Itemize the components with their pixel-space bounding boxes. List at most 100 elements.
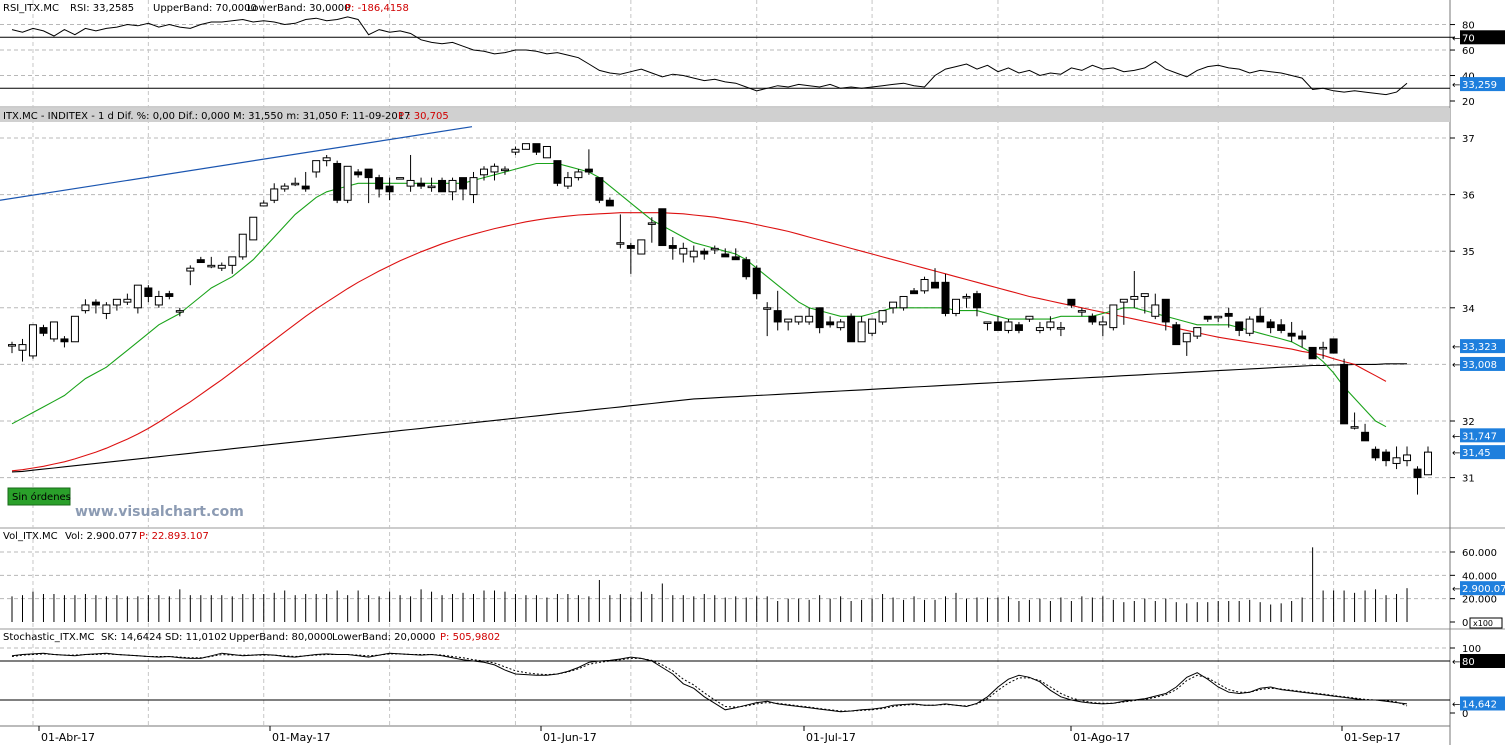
stochastic-panel[interactable]: Stochastic_ITX.MC SK: 14,6424 SD: 11,010…	[0, 632, 1450, 713]
candle-bull	[186, 267, 195, 272]
price-panel[interactable]: Sin órdenes www.visualchart.com	[0, 126, 1432, 520]
volume-header-p: P: 22.893.107	[139, 531, 209, 542]
candle-bear	[385, 185, 394, 193]
candle-bull	[1004, 321, 1013, 331]
candle-bear	[700, 250, 709, 255]
stochastic-lines-layer	[0, 652, 1450, 713]
candle-bull	[396, 177, 405, 180]
candle-bull	[1182, 332, 1191, 343]
candle-bull	[1119, 298, 1128, 303]
candle-bull	[406, 179, 415, 187]
candle-bear	[1340, 363, 1349, 425]
candle-bull	[1245, 318, 1254, 334]
candle-bear	[1224, 312, 1233, 317]
price-header: ITX.MC - INDITEX - 1 d Dif. %: 0,00 Dif.…	[3, 111, 410, 122]
candle-bear	[144, 287, 153, 297]
candle-bear	[1067, 298, 1076, 306]
candle-bull	[480, 168, 488, 176]
candle-bull	[920, 279, 929, 292]
candle-bull	[312, 160, 321, 173]
candle-bull	[1392, 457, 1401, 464]
rsi-axis-label: 20	[1462, 97, 1475, 108]
candle-bear	[595, 177, 604, 201]
candle-bear	[815, 307, 824, 329]
ma-red-arrow: ←	[1452, 342, 1460, 353]
candle-bear	[60, 338, 69, 343]
candle-bull	[889, 301, 898, 309]
candle-bear	[1203, 315, 1212, 320]
rsi-header-upper: UpperBand: 70,0000	[153, 3, 257, 14]
candle-bear	[605, 199, 614, 207]
stoch-current-value: 14,642	[1462, 699, 1497, 710]
rsi-panel[interactable]: RSI_ITX.MC RSI: 33,2585 UpperBand: 70,00…	[0, 3, 1450, 96]
candle-bear	[354, 171, 363, 176]
candle-bull	[616, 242, 625, 245]
candle-bull	[207, 264, 216, 268]
volume-axis-label: 0	[1462, 618, 1468, 629]
candle-bull	[1350, 426, 1359, 429]
candle-bull	[1319, 346, 1328, 350]
watermark: www.visualchart.com	[75, 504, 244, 520]
orders-badge-label: Sin órdenes	[12, 491, 71, 503]
candle-bear	[584, 168, 593, 173]
candle-bull	[542, 145, 551, 159]
ma-black-value: 33,008	[1462, 360, 1497, 371]
rsi-header-lower: LowerBand: 30,0000	[247, 3, 351, 14]
candle-bull	[81, 304, 90, 312]
rsi-line-layer	[0, 16, 1450, 96]
candle-bull	[857, 321, 866, 343]
candle-bear	[553, 160, 562, 184]
candle-bull	[490, 165, 499, 173]
candle-bull	[175, 310, 184, 313]
stoch-header-upper: UpperBand: 80,0000	[229, 632, 333, 643]
candle-bull	[18, 344, 27, 351]
candle-bull	[217, 264, 226, 269]
date-label: 01-Jul-17	[806, 731, 856, 744]
candle-bull	[49, 321, 58, 340]
volume-current-arrow: ←	[1452, 584, 1460, 595]
candle-bull	[983, 321, 992, 324]
candle-bull	[28, 324, 37, 357]
candle-bull	[784, 318, 793, 323]
price-candles-layer	[0, 126, 1432, 495]
ma-red-box	[1460, 339, 1505, 354]
candle-bear	[375, 177, 384, 190]
date-label: 01-Ago-17	[1073, 731, 1130, 744]
price-header-p: P : 30,705	[398, 111, 449, 122]
candle-bear	[826, 321, 835, 326]
right-axis: 807060402037363534323160.00040.00020.000…	[1450, 21, 1505, 720]
candle-bull	[1151, 304, 1160, 317]
candle-bear	[752, 267, 761, 295]
candle-bear	[993, 321, 1002, 331]
candle-bear	[1235, 321, 1244, 331]
volume-current-box	[1460, 581, 1505, 596]
ma-mid-red-line	[11, 212, 1387, 472]
candle-bear	[1329, 338, 1338, 354]
rsi-axis-label: 40	[1462, 72, 1475, 83]
ma-long-black-line	[11, 363, 1407, 473]
stoch-sk-line	[11, 652, 1408, 713]
candle-bear	[1161, 298, 1170, 323]
ma-green-arrow: ←	[1452, 431, 1460, 442]
candle-bear	[773, 310, 782, 323]
candle-bull	[343, 165, 352, 201]
candle-bear	[910, 290, 919, 295]
candle-bear	[626, 245, 635, 249]
candle-bear	[972, 293, 981, 309]
stoch-header-sd: SD: 11,0102	[165, 632, 227, 643]
candle-bear	[333, 162, 342, 201]
rsi-header-name: RSI_ITX.MC	[3, 3, 59, 14]
candle-bull	[563, 177, 572, 187]
volume-panel[interactable]: Vol_ITX.MC Vol: 2.900.077 P: 22.893.107	[3, 531, 1408, 622]
candle-bull	[280, 185, 289, 190]
candle-bull	[291, 182, 300, 186]
candle-bear	[847, 315, 856, 343]
volume-bars-layer	[11, 547, 1408, 622]
candle-bear	[668, 245, 677, 249]
candle-bull	[637, 239, 646, 255]
candle-bear	[459, 177, 468, 190]
orders-badge[interactable]	[7, 487, 71, 506]
volume-header-name: Vol_ITX.MC	[3, 531, 58, 542]
candle-bull	[228, 256, 237, 266]
